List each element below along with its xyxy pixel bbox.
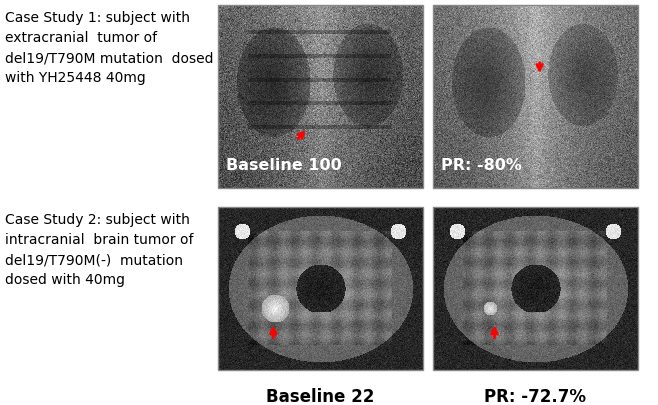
Bar — [218, 207, 423, 370]
Text: PR: -72.7%: PR: -72.7% — [484, 388, 586, 405]
Bar — [433, 207, 638, 370]
Text: Baseline 22: Baseline 22 — [266, 388, 374, 405]
Bar — [218, 5, 423, 188]
Text: PR: -80%: PR: -80% — [441, 158, 522, 173]
Text: Case Study 2: subject with
intracranial  brain tumor of
del19/T790M(-)  mutation: Case Study 2: subject with intracranial … — [5, 213, 193, 287]
Bar — [433, 5, 638, 188]
Text: Baseline 100: Baseline 100 — [226, 158, 342, 173]
Text: Case Study 1: subject with
extracranial  tumor of
del19/T790M mutation  dosed
wi: Case Study 1: subject with extracranial … — [5, 11, 213, 85]
